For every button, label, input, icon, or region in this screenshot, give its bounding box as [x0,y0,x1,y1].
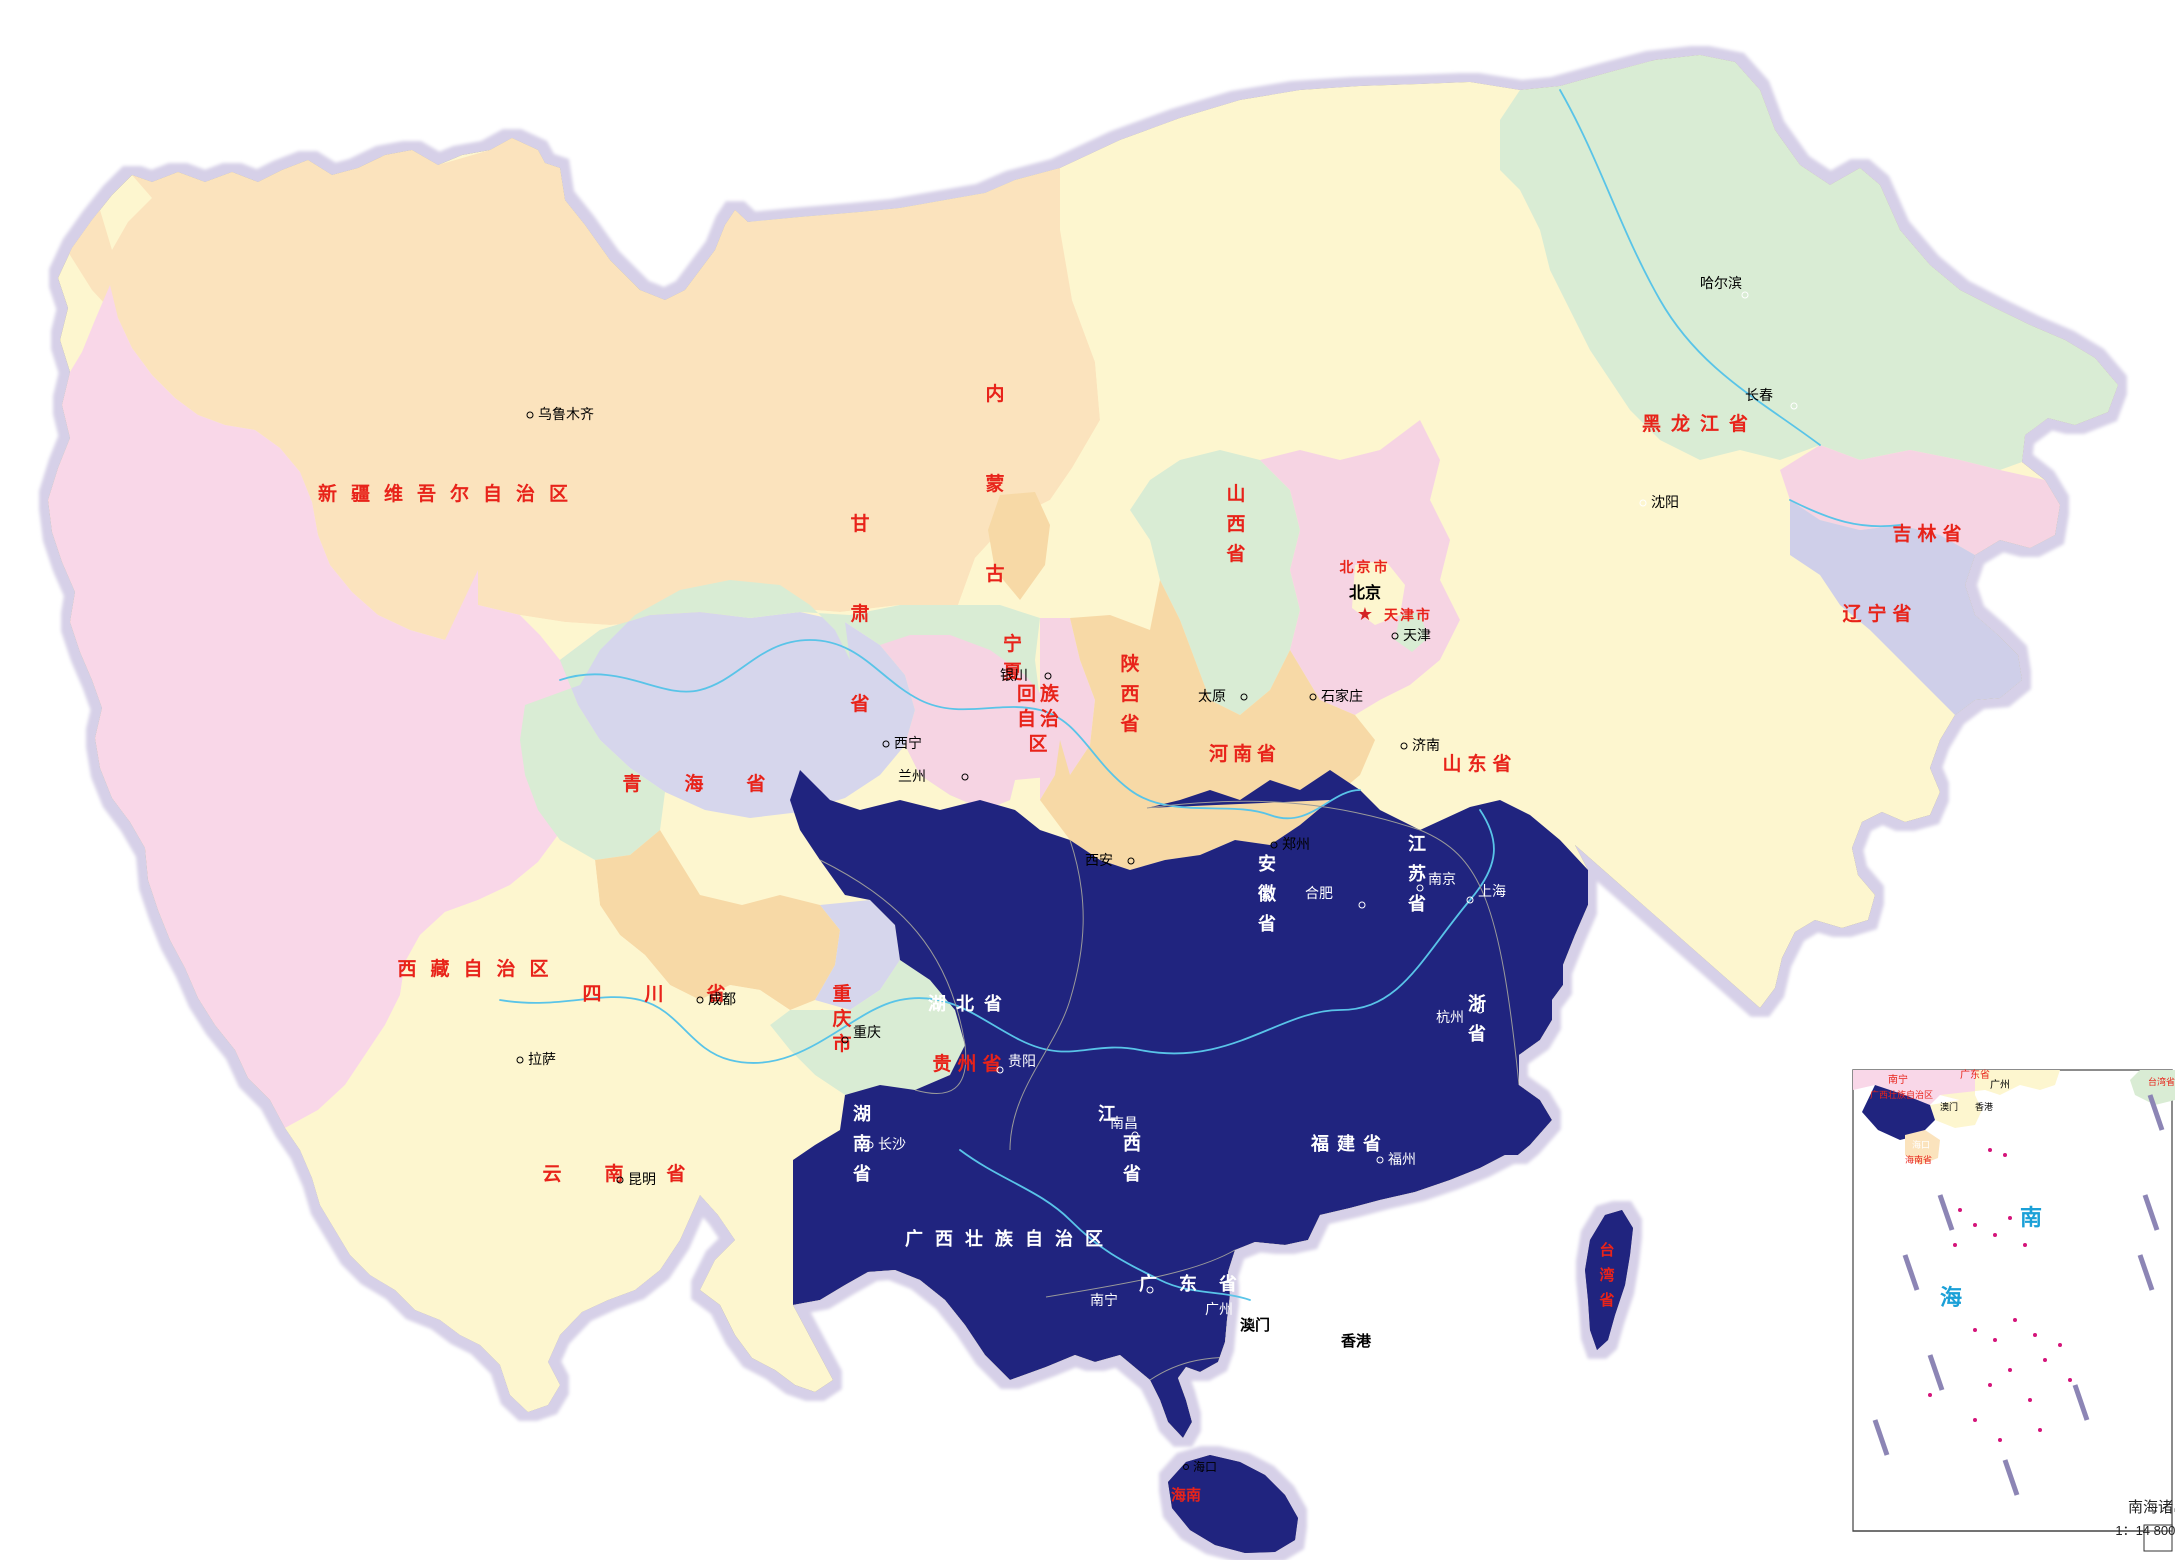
svg-text:成都: 成都 [708,991,736,1007]
svg-text:青 海 省: 青 海 省 [622,772,777,795]
svg-text:沈阳: 沈阳 [1651,494,1679,510]
svg-text:省: 省 [1119,713,1149,735]
svg-text:南昌: 南昌 [1110,1115,1138,1131]
svg-text:★: ★ [1357,604,1373,624]
svg-text:宁: 宁 [1003,632,1027,655]
svg-text:香港: 香港 [1975,1101,1993,1112]
svg-text:省: 省 [1218,1273,1241,1294]
svg-text:天津: 天津 [1403,627,1431,643]
svg-text:南宁: 南宁 [1090,1292,1118,1308]
svg-text:澳门: 澳门 [1940,1101,1958,1112]
svg-text:哈尔滨: 哈尔滨 [1700,275,1742,291]
svg-text:黑龙江省: 黑龙江省 [1642,412,1758,435]
svg-text:广州: 广州 [1205,1301,1233,1317]
svg-text:东: 东 [1179,1273,1201,1294]
svg-text:西: 西 [1226,514,1253,535]
svg-text:湖北省: 湖北省 [928,993,1012,1014]
svg-text:福建省: 福建省 [1310,1133,1389,1154]
svg-text:南: 南 [2020,1205,2042,1230]
svg-text:湾: 湾 [1599,1266,1614,1284]
svg-text:台: 台 [1599,1241,1614,1259]
svg-text:石家庄: 石家庄 [1321,688,1363,704]
svg-text:自治: 自治 [1017,707,1063,730]
svg-text:新疆维吾尔自治区: 新疆维吾尔自治区 [318,482,582,505]
svg-text:省: 省 [1407,893,1432,914]
svg-text:西: 西 [1123,1134,1147,1154]
svg-text:西宁: 西宁 [894,735,922,751]
svg-text:郑州: 郑州 [1282,836,1310,852]
svg-text:古: 古 [985,562,1014,585]
svg-text:乌鲁木齐: 乌鲁木齐 [538,406,594,422]
svg-text:合肥: 合肥 [1305,885,1333,901]
svg-text:徽: 徽 [1257,883,1282,904]
svg-text:香港: 香港 [1341,1332,1372,1350]
svg-text:海: 海 [1940,1285,1962,1310]
svg-text:西藏自治区: 西藏自治区 [397,957,562,980]
svg-text:长春: 长春 [1745,387,1773,403]
svg-text:长沙: 长沙 [878,1136,906,1152]
svg-text:贵州省: 贵州省 [932,1053,1007,1075]
svg-text:安: 安 [1258,853,1282,874]
svg-text:台湾省: 台湾省 [2148,1076,2175,1087]
svg-text:海南省: 海南省 [1905,1154,1932,1165]
svg-text:山: 山 [1226,483,1253,505]
svg-text:省: 省 [1225,543,1253,565]
svg-text:重: 重 [832,983,857,1005]
svg-text:南宁: 南宁 [1888,1073,1908,1086]
svg-text:省: 省 [1598,1291,1614,1309]
svg-text:山东省: 山东省 [1442,752,1517,775]
svg-text:北京市: 北京市 [1340,559,1391,575]
svg-text:南京: 南京 [1428,871,1456,887]
svg-text:吉林省: 吉林省 [1892,522,1967,545]
svg-text:西安: 西安 [1085,852,1113,868]
svg-text:广西壮族自治区: 广西壮族自治区 [905,1228,1115,1249]
svg-text:云 南 省: 云 南 省 [542,1163,697,1185]
svg-text:南: 南 [853,1133,877,1154]
svg-text:上海: 上海 [1478,883,1506,899]
svg-text:济南: 济南 [1412,737,1440,753]
svg-text:海口: 海口 [1193,1459,1217,1474]
svg-text:南海诸岛: 南海诸岛 [2128,1499,2175,1516]
svg-text:银川: 银川 [1000,667,1028,683]
svg-text:河南省: 河南省 [1209,743,1281,765]
svg-text:广西壮族自治区: 广西壮族自治区 [1870,1089,1933,1100]
svg-text:福州: 福州 [1388,1151,1416,1167]
svg-text:湖: 湖 [853,1104,877,1124]
svg-text:省: 省 [1467,1023,1492,1044]
svg-text:广东省: 广东省 [1960,1068,1990,1081]
svg-text:区: 区 [1028,734,1051,755]
svg-text:海南: 海南 [1171,1486,1201,1504]
svg-text:省: 省 [1257,913,1282,934]
svg-text:省: 省 [1122,1163,1147,1184]
svg-text:贵阳: 贵阳 [1008,1053,1036,1069]
svg-text:江: 江 [1408,834,1432,854]
svg-text:1：14 800 000: 1：14 800 000 [2115,1523,2175,1538]
svg-text:广: 广 [1139,1273,1161,1294]
svg-text:蒙: 蒙 [985,473,1014,495]
svg-text:回族: 回族 [1017,682,1063,705]
svg-text:杭州: 杭州 [1436,1009,1464,1025]
svg-text:辽宁省: 辽宁省 [1842,602,1917,625]
svg-text:广州: 广州 [1990,1079,2010,1091]
svg-text:北京: 北京 [1349,583,1381,602]
svg-text:重庆: 重庆 [853,1024,881,1040]
svg-text:太原: 太原 [1198,688,1226,704]
svg-text:拉萨: 拉萨 [528,1051,556,1067]
svg-text:肃: 肃 [850,602,879,625]
svg-text:省: 省 [849,693,879,715]
svg-text:陕: 陕 [1120,652,1149,675]
svg-text:昆明: 昆明 [628,1171,656,1187]
svg-text:内: 内 [985,382,1014,405]
svg-text:西: 西 [1120,684,1149,705]
svg-text:兰州: 兰州 [898,768,926,784]
svg-text:澳门: 澳门 [1240,1316,1270,1334]
svg-text:省: 省 [852,1163,877,1184]
svg-text:海口: 海口 [1912,1139,1930,1150]
svg-text:浙: 浙 [1468,993,1492,1014]
svg-text:天津市: 天津市 [1384,607,1432,623]
svg-text:甘: 甘 [850,513,879,535]
